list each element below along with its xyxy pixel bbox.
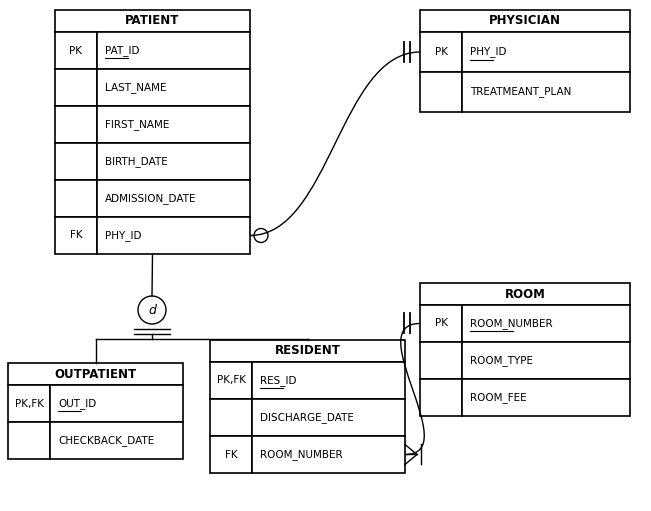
Bar [420, 342, 462, 379]
Text: DISCHARGE_DATE: DISCHARGE_DATE [260, 412, 354, 423]
Text: OUTPATIENT: OUTPATIENT [55, 367, 137, 381]
Text: PK: PK [70, 45, 83, 56]
Text: RES_ID: RES_ID [260, 375, 296, 386]
Text: PHY_ID: PHY_ID [105, 230, 141, 241]
Bar [55, 106, 97, 143]
Bar [97, 143, 250, 180]
Bar [97, 180, 250, 217]
Text: PAT_ID: PAT_ID [105, 45, 139, 56]
Bar [97, 69, 250, 106]
Text: ROOM_TYPE: ROOM_TYPE [470, 355, 533, 366]
Bar [8, 422, 50, 459]
Bar [210, 399, 252, 436]
Text: PHYSICIAN: PHYSICIAN [489, 14, 561, 28]
Bar [97, 217, 250, 254]
Bar [50, 422, 183, 459]
Text: FK: FK [70, 230, 82, 241]
Text: PK,FK: PK,FK [14, 399, 44, 408]
Text: CHECKBACK_DATE: CHECKBACK_DATE [58, 435, 154, 446]
Bar [210, 436, 252, 473]
Bar [55, 69, 97, 106]
Text: PK: PK [434, 47, 447, 57]
Bar [420, 72, 462, 112]
Bar [462, 379, 630, 416]
Bar [462, 305, 630, 342]
Text: RESIDENT: RESIDENT [275, 344, 340, 358]
Text: TREATMEANT_PLAN: TREATMEANT_PLAN [470, 86, 572, 98]
Bar [462, 32, 630, 72]
Text: ROOM: ROOM [505, 288, 546, 300]
Bar [97, 32, 250, 69]
Bar [55, 180, 97, 217]
Bar [55, 143, 97, 180]
Text: ROOM_FEE: ROOM_FEE [470, 392, 527, 403]
Bar [420, 32, 462, 72]
Text: ADMISSION_DATE: ADMISSION_DATE [105, 193, 197, 204]
Text: OUT_ID: OUT_ID [58, 398, 96, 409]
Bar [50, 385, 183, 422]
Bar [252, 399, 405, 436]
Bar [210, 362, 252, 399]
Bar [8, 385, 50, 422]
Bar [420, 305, 462, 342]
Bar [420, 10, 630, 32]
Text: FK: FK [225, 450, 238, 459]
Text: PATIENT: PATIENT [125, 14, 180, 28]
Bar [55, 217, 97, 254]
Text: PK,FK: PK,FK [217, 376, 245, 385]
Bar [210, 340, 405, 362]
Text: d: d [148, 304, 156, 316]
Bar [252, 362, 405, 399]
Text: PHY_ID: PHY_ID [470, 47, 506, 57]
Bar [420, 283, 630, 305]
Text: PK: PK [434, 318, 447, 329]
Text: FIRST_NAME: FIRST_NAME [105, 119, 169, 130]
Text: BIRTH_DATE: BIRTH_DATE [105, 156, 168, 167]
Bar [97, 106, 250, 143]
Bar [8, 363, 183, 385]
Bar [55, 32, 97, 69]
Bar [55, 10, 250, 32]
Text: ROOM_NUMBER: ROOM_NUMBER [260, 449, 342, 460]
Bar [252, 436, 405, 473]
Text: LAST_NAME: LAST_NAME [105, 82, 167, 93]
Text: ROOM_NUMBER: ROOM_NUMBER [470, 318, 553, 329]
Bar [420, 379, 462, 416]
Bar [462, 72, 630, 112]
Bar [462, 342, 630, 379]
